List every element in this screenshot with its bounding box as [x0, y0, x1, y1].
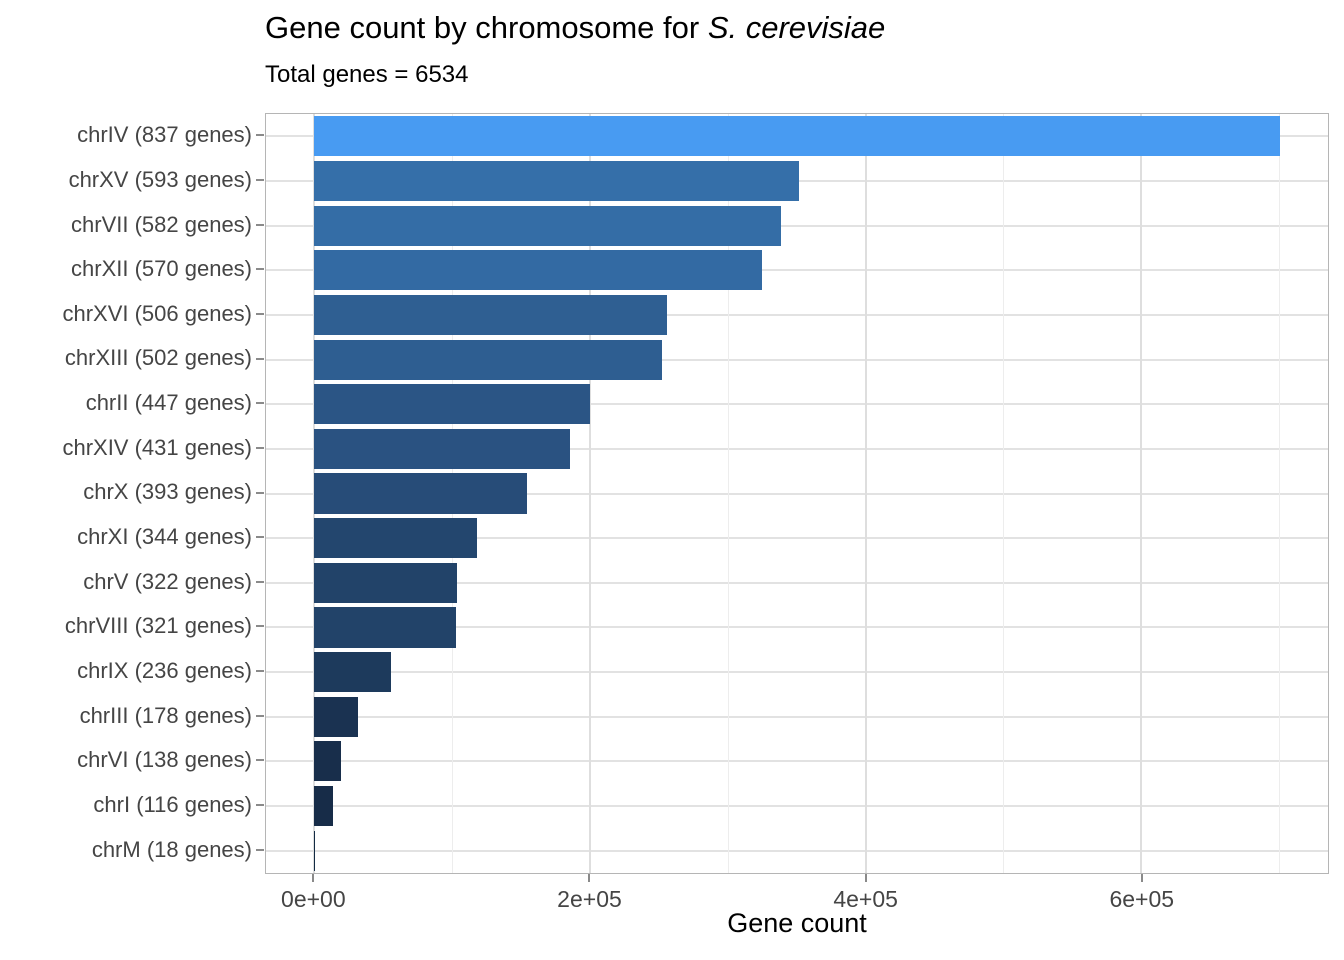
y-axis-label: chrXV (593 genes): [68, 166, 252, 192]
y-tick: [256, 804, 264, 806]
x-axis-title: Gene count: [727, 908, 867, 938]
gridline-horizontal: [266, 224, 1328, 227]
y-axis-label: chrXVI (506 genes): [62, 300, 252, 326]
bar-chrIX: [314, 652, 392, 693]
bar-chrI: [314, 785, 333, 827]
y-tick: [256, 536, 264, 539]
gridline-horizontal: [266, 671, 1328, 674]
y-axis-label: chrI (116 genes): [93, 791, 252, 817]
y-tick: [256, 402, 264, 405]
chart-title-text: Gene count by chromosome for: [265, 10, 708, 45]
x-tick: [864, 874, 867, 882]
bar-chrM: [314, 830, 316, 871]
bar-chrXIV: [314, 428, 571, 469]
y-tick: [256, 357, 264, 360]
bar-chrXII: [314, 250, 762, 291]
x-axis: 0e+00 2e+05 4e+05 6e+05: [265, 874, 1329, 924]
bar-chrXI: [314, 518, 478, 559]
y-axis-labels: chrIV (837 genes) chrXV (593 genes) chrVII…: [0, 113, 252, 874]
x-tick-label: 4e+05: [833, 886, 898, 912]
y-tick: [256, 714, 264, 717]
bar-chrVIII: [314, 607, 457, 648]
chart-title-italic-species: S. cerevisiae: [707, 10, 886, 45]
bar-chrV: [314, 562, 458, 603]
y-tick: [256, 759, 264, 762]
y-tick: [256, 179, 264, 181]
y-axis-label: chrVII (582 genes): [71, 211, 252, 237]
gridline-horizontal: [266, 313, 1328, 316]
y-tick: [256, 312, 264, 315]
y-axis-label: chrIX (236 genes): [77, 658, 252, 684]
bar-chrVI: [314, 741, 341, 782]
gridline-vertical-major: [1140, 114, 1143, 873]
y-tick: [256, 134, 264, 137]
y-axis-ticks: [256, 113, 265, 874]
gridline-vertical-minor: [1003, 114, 1005, 873]
gridline-vertical-minor: [727, 114, 729, 873]
gridline-horizontal: [266, 269, 1328, 272]
bar-chrVII: [314, 205, 782, 246]
y-axis-label: chrVIII (321 genes): [64, 613, 252, 639]
y-axis-label: chrXII (570 genes): [71, 256, 252, 282]
gridline-horizontal: [266, 626, 1328, 629]
gridline-vertical-minor: [1278, 114, 1280, 873]
gridline-horizontal: [266, 492, 1328, 495]
y-tick: [256, 491, 264, 494]
bar-chrXIII: [314, 339, 662, 380]
gridline-horizontal: [266, 760, 1328, 763]
y-axis-label: chrM (18 genes): [91, 836, 252, 862]
gridline-horizontal: [266, 715, 1328, 718]
x-tick: [1140, 874, 1143, 882]
y-tick: [256, 625, 264, 628]
chart-title: Gene count by chromosome for S. cerevisi…: [265, 10, 885, 46]
y-axis-label: chrX (393 genes): [83, 479, 252, 505]
y-axis-label: chrXIII (502 genes): [64, 345, 252, 371]
x-tick: [588, 874, 591, 882]
y-axis-label: chrXI (344 genes): [77, 524, 252, 550]
y-axis-label: chrIV (837 genes): [77, 122, 252, 148]
y-axis-label: chrV (322 genes): [83, 568, 252, 594]
y-axis-label: chrIII (178 genes): [79, 702, 252, 728]
bar-chrIV: [314, 116, 1280, 157]
chart-subtitle: Total genes = 6534: [265, 61, 469, 88]
bar-chrII: [314, 384, 590, 425]
y-tick: [256, 580, 264, 583]
y-tick: [256, 446, 264, 449]
y-axis-label: chrXIV (431 genes): [62, 434, 252, 460]
bar-chrXV: [314, 160, 799, 202]
y-tick: [256, 848, 264, 851]
x-tick: [312, 874, 315, 882]
gridline-vertical-major: [864, 114, 867, 873]
gridline-horizontal: [266, 581, 1328, 584]
gridline-vertical-major: [588, 114, 591, 873]
bar-chrX: [314, 473, 528, 514]
gridline-horizontal: [266, 805, 1328, 807]
x-tick-label: 0e+00: [281, 886, 346, 912]
gridline-horizontal: [266, 537, 1328, 540]
gridline-horizontal: [266, 849, 1328, 852]
x-tick-label: 6e+05: [1109, 886, 1175, 912]
gridline-horizontal: [266, 358, 1328, 361]
x-tick-label: 2e+05: [557, 886, 622, 912]
y-tick: [256, 670, 264, 673]
y-axis-label: chrVI (138 genes): [77, 747, 252, 773]
bar-chrIII: [314, 696, 358, 737]
gridline-horizontal: [266, 403, 1328, 406]
y-tick: [256, 268, 264, 271]
gridline-horizontal: [266, 447, 1328, 450]
y-tick: [256, 223, 264, 226]
bar-chrXVI: [314, 294, 668, 335]
plot-panel: [265, 113, 1329, 874]
y-axis-label: chrII (447 genes): [85, 390, 252, 416]
